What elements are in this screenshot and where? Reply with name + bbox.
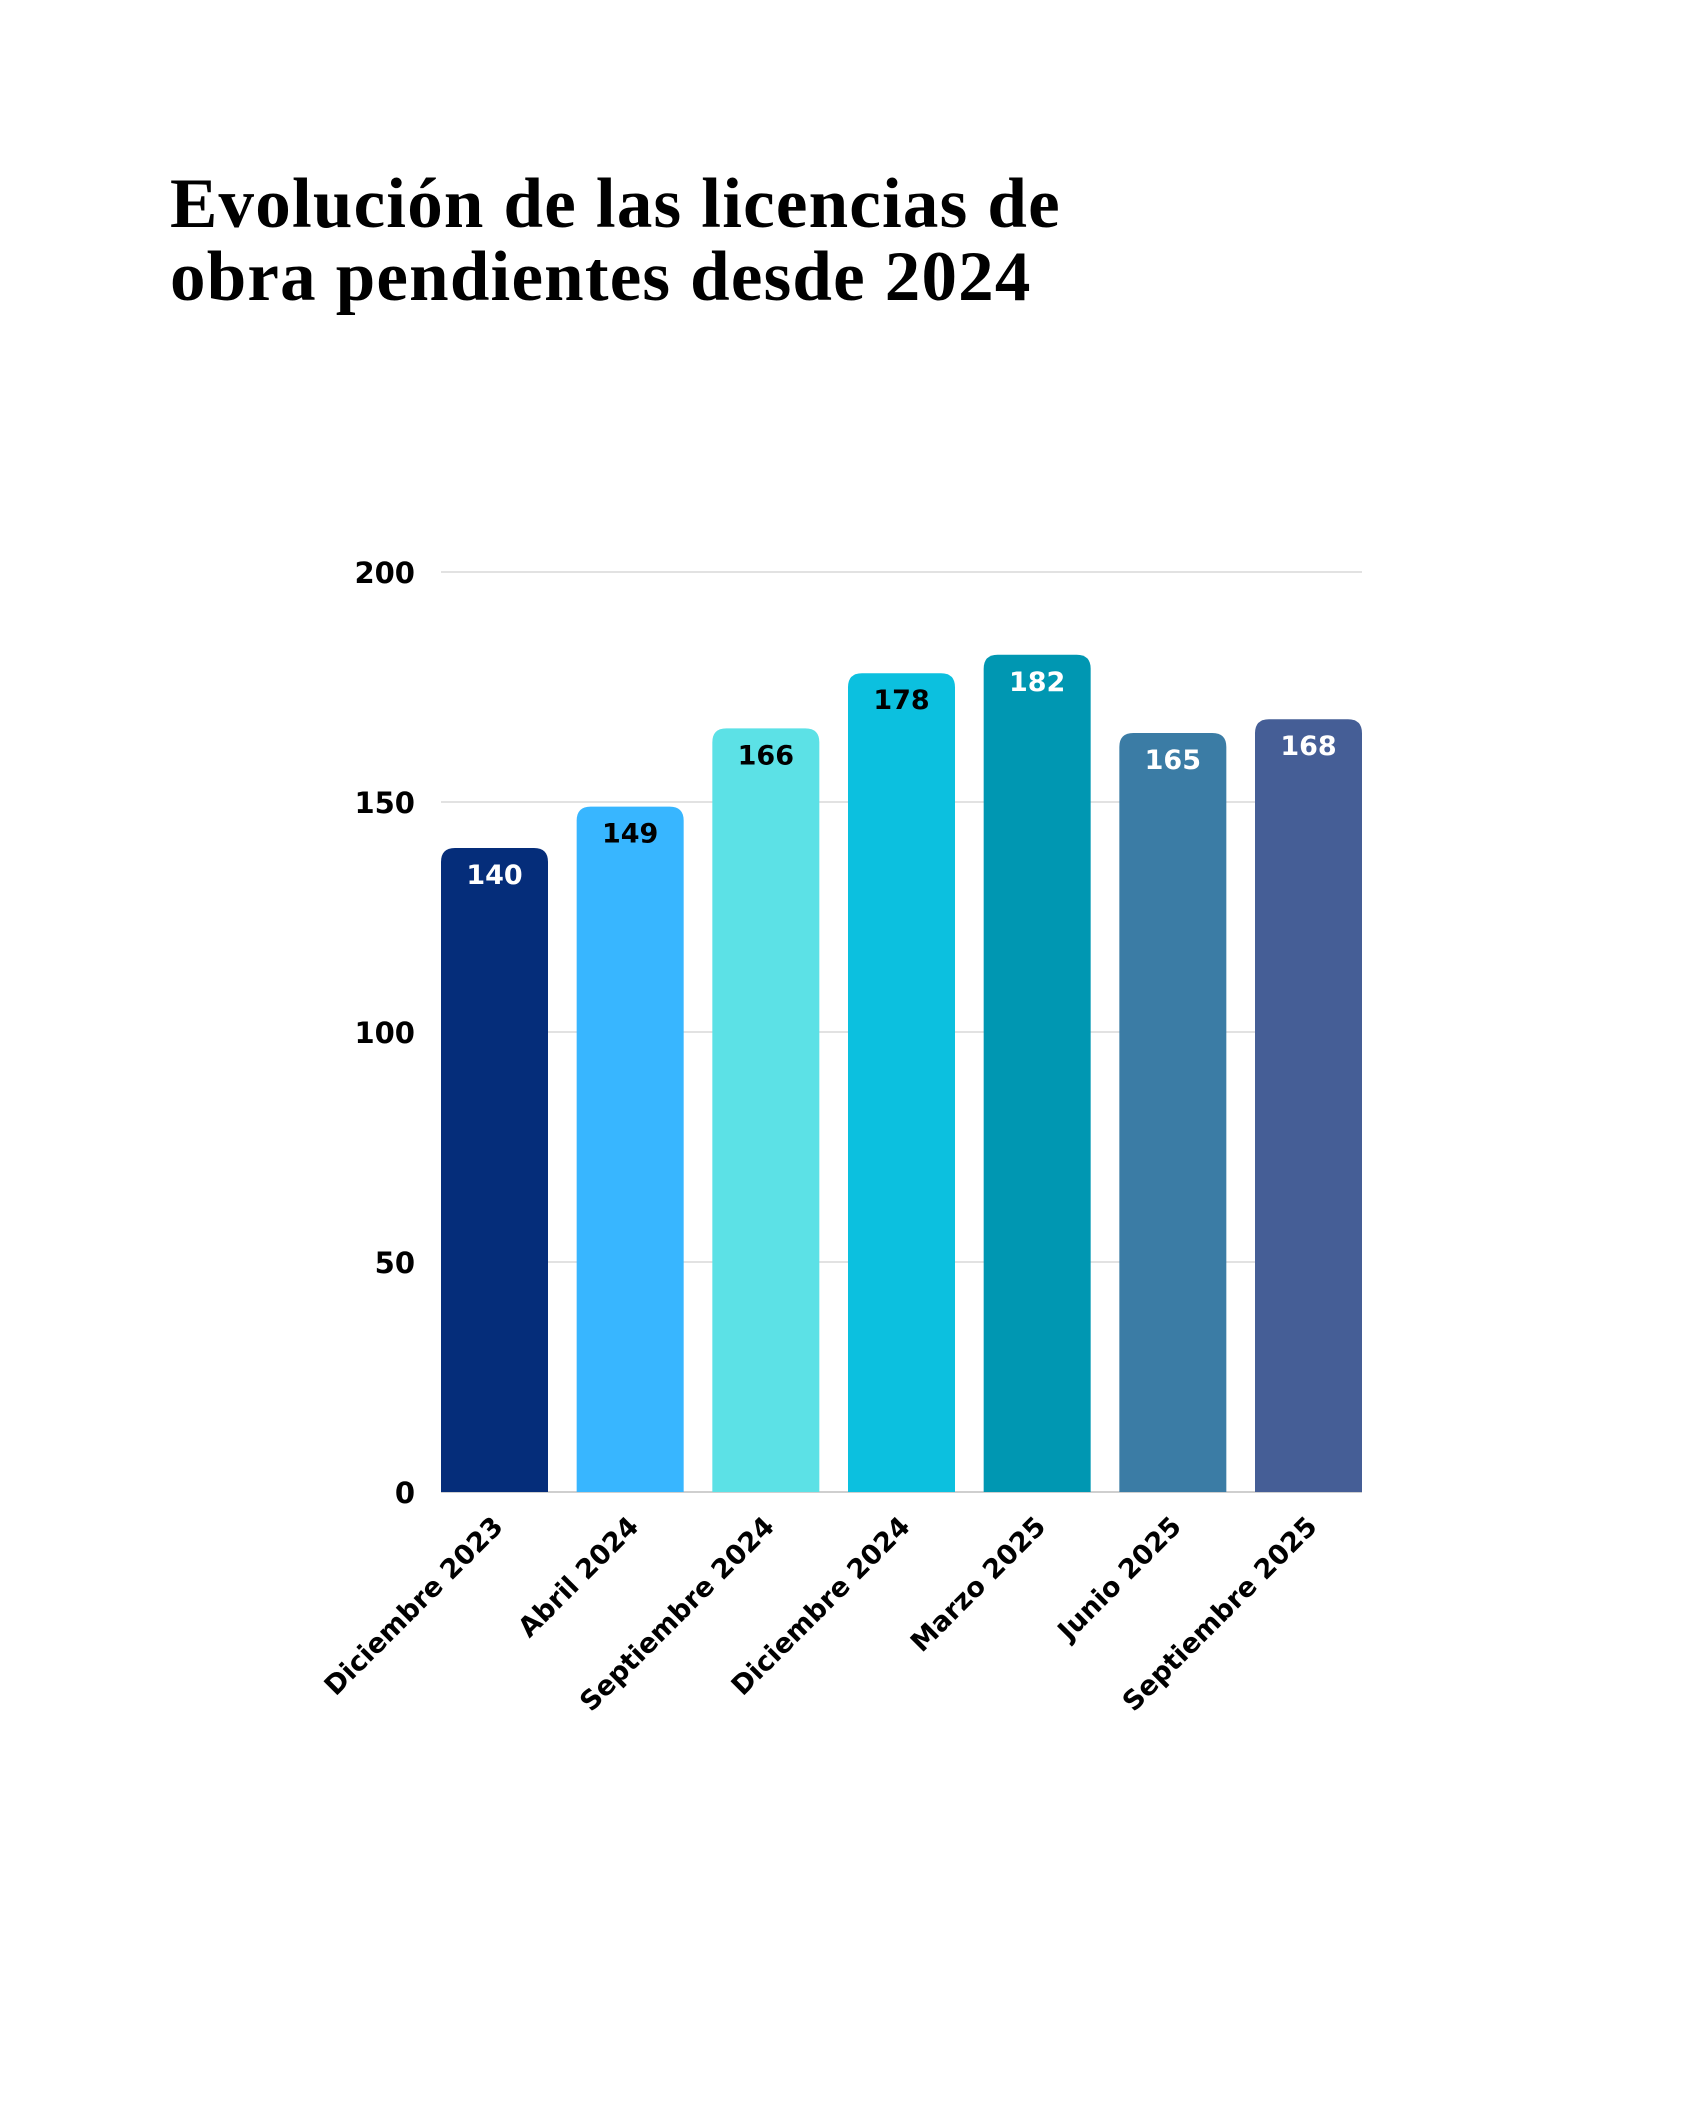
bar-value-label: 178 [873, 685, 929, 716]
bars [441, 654, 1362, 1492]
bar [712, 728, 820, 1492]
x-tick-label: Abril 2024 [512, 1511, 645, 1644]
y-tick-label: 150 [354, 786, 415, 820]
bar-value-label: 149 [602, 819, 658, 850]
bar [983, 654, 1091, 1492]
bar-value-label: 165 [1145, 745, 1201, 776]
bar-value-label: 182 [1009, 667, 1065, 698]
bar [576, 806, 684, 1492]
x-tick-label: Junio 2025 [1051, 1511, 1188, 1648]
y-tick-label: 50 [375, 1246, 415, 1280]
bar [1255, 719, 1362, 1492]
chart-title-line-1: Evolución de las licencias de [170, 165, 1061, 243]
bar-value-label: 168 [1280, 731, 1336, 762]
chart-title: Evolución de las licencias de obra pendi… [170, 168, 1061, 314]
bar [441, 848, 548, 1492]
x-tick-label: Diciembre 2023 [319, 1511, 510, 1702]
value-labels: 140 149 166 178 182 165 168 [466, 667, 1336, 891]
bar-value-label: 140 [466, 860, 522, 891]
y-axis-tick-labels: 0 50 100 150 200 [354, 556, 415, 1510]
bar [848, 673, 955, 1492]
y-tick-label: 0 [395, 1476, 415, 1510]
x-tick-label: Marzo 2025 [905, 1511, 1052, 1658]
bar [1119, 733, 1227, 1492]
chart-title-line-2: obra pendientes desde 2024 [170, 238, 1032, 316]
bar-value-label: 166 [738, 740, 794, 771]
y-tick-label: 200 [354, 556, 415, 590]
y-tick-label: 100 [354, 1016, 415, 1050]
